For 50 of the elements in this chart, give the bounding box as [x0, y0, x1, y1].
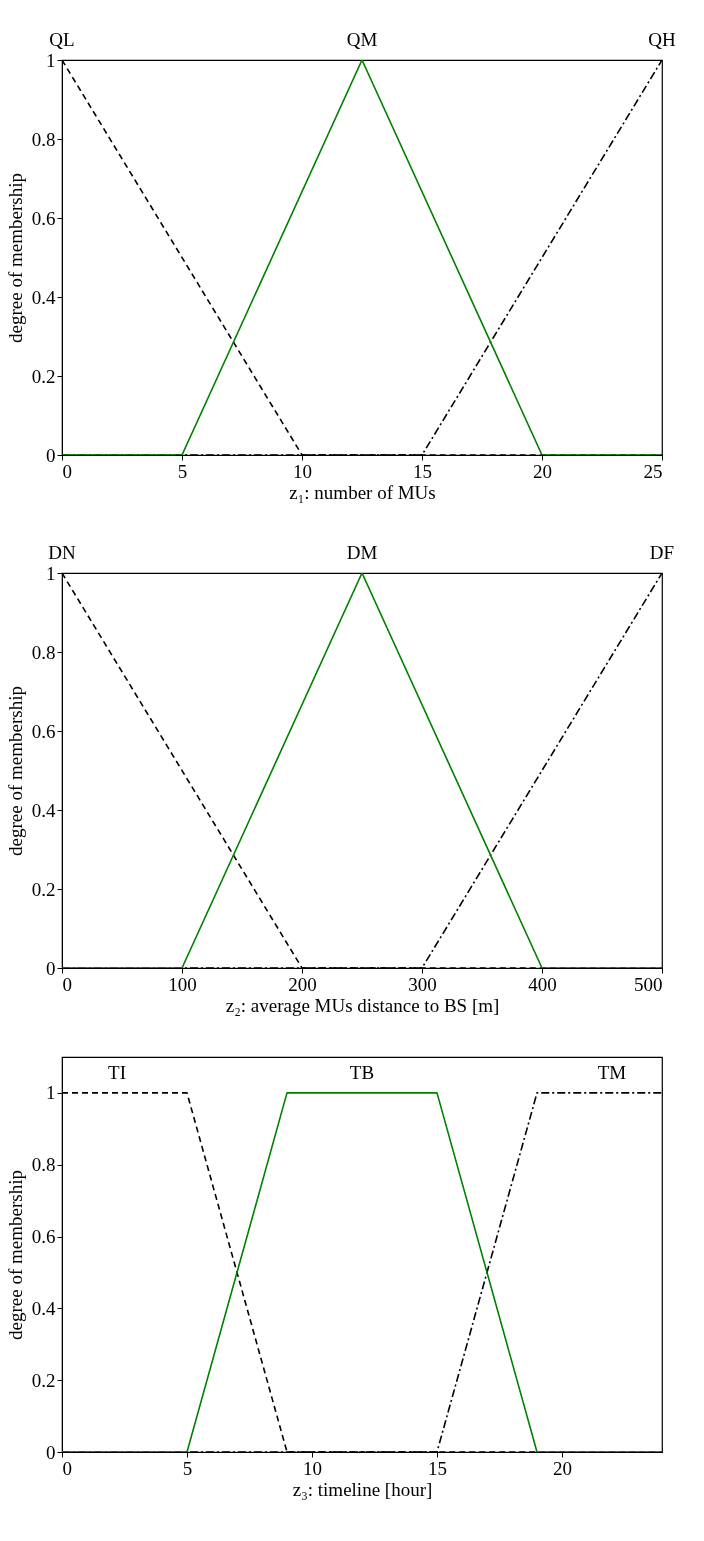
- y-axis-title: degree of membership: [4, 686, 26, 856]
- annotation: TI: [108, 1061, 126, 1083]
- annotation: QH: [648, 29, 676, 50]
- x-tick-label: 20: [533, 460, 552, 482]
- annotation: DF: [649, 542, 675, 563]
- x-tick-label: 300: [408, 973, 437, 995]
- x-tick-label: 15: [428, 1457, 447, 1479]
- annotation: QM: [346, 29, 378, 50]
- annotation: DM: [346, 542, 378, 563]
- x-tick-label: 200: [288, 973, 317, 995]
- x-axis-title: z₃: timeline [hour]: [292, 1478, 433, 1500]
- annotation: QL: [49, 29, 75, 50]
- y-tick-label: 0.2: [31, 365, 56, 387]
- x-tick-label: 10: [293, 460, 312, 482]
- x-tick-label: 15: [413, 460, 432, 482]
- y-tick-label: 0: [46, 1441, 56, 1463]
- y-tick-label: 0.6: [31, 1226, 56, 1248]
- y-tick-label: 0.2: [31, 1369, 56, 1391]
- x-tick-label: 20: [553, 1457, 572, 1479]
- x-axis-title: z₁: number of MUs: [289, 481, 436, 503]
- x-tick-label: 500: [634, 973, 663, 995]
- y-axis-title: degree of membership: [4, 173, 26, 343]
- y-tick-label: 0.2: [31, 878, 56, 900]
- y-tick-label: 1: [46, 1082, 56, 1104]
- y-axis-title: degree of membership: [4, 1170, 26, 1340]
- y-tick-label: 0: [46, 957, 56, 979]
- x-tick-label: 10: [303, 1457, 322, 1479]
- y-tick-label: 1: [46, 562, 56, 584]
- y-tick-label: 0.4: [31, 799, 56, 821]
- x-tick-label: 0: [62, 1457, 72, 1479]
- y-tick-label: 0.4: [31, 286, 56, 308]
- y-tick-label: 1: [46, 49, 56, 71]
- x-tick-label: 0: [62, 460, 72, 482]
- y-tick-label: 0.6: [31, 720, 56, 742]
- annotation: TB: [349, 1061, 375, 1083]
- y-tick-label: 0.8: [31, 1154, 56, 1176]
- y-tick-label: 0: [46, 444, 56, 466]
- x-tick-label: 5: [182, 1457, 193, 1479]
- x-tick-label: 25: [643, 460, 663, 482]
- y-tick-label: 0.8: [31, 641, 56, 663]
- annotation: TM: [597, 1061, 627, 1083]
- y-tick-label: 0.4: [31, 1297, 56, 1319]
- x-tick-label: 5: [177, 460, 188, 482]
- x-tick-label: 0: [62, 973, 72, 995]
- x-tick-label: 400: [528, 973, 557, 995]
- annotation: DN: [48, 542, 76, 563]
- y-tick-label: 0.6: [31, 207, 56, 229]
- x-axis-title: z₂: average MUs distance to BS [m]: [225, 994, 500, 1016]
- x-tick-label: 100: [168, 973, 197, 995]
- y-tick-label: 0.8: [31, 128, 56, 150]
